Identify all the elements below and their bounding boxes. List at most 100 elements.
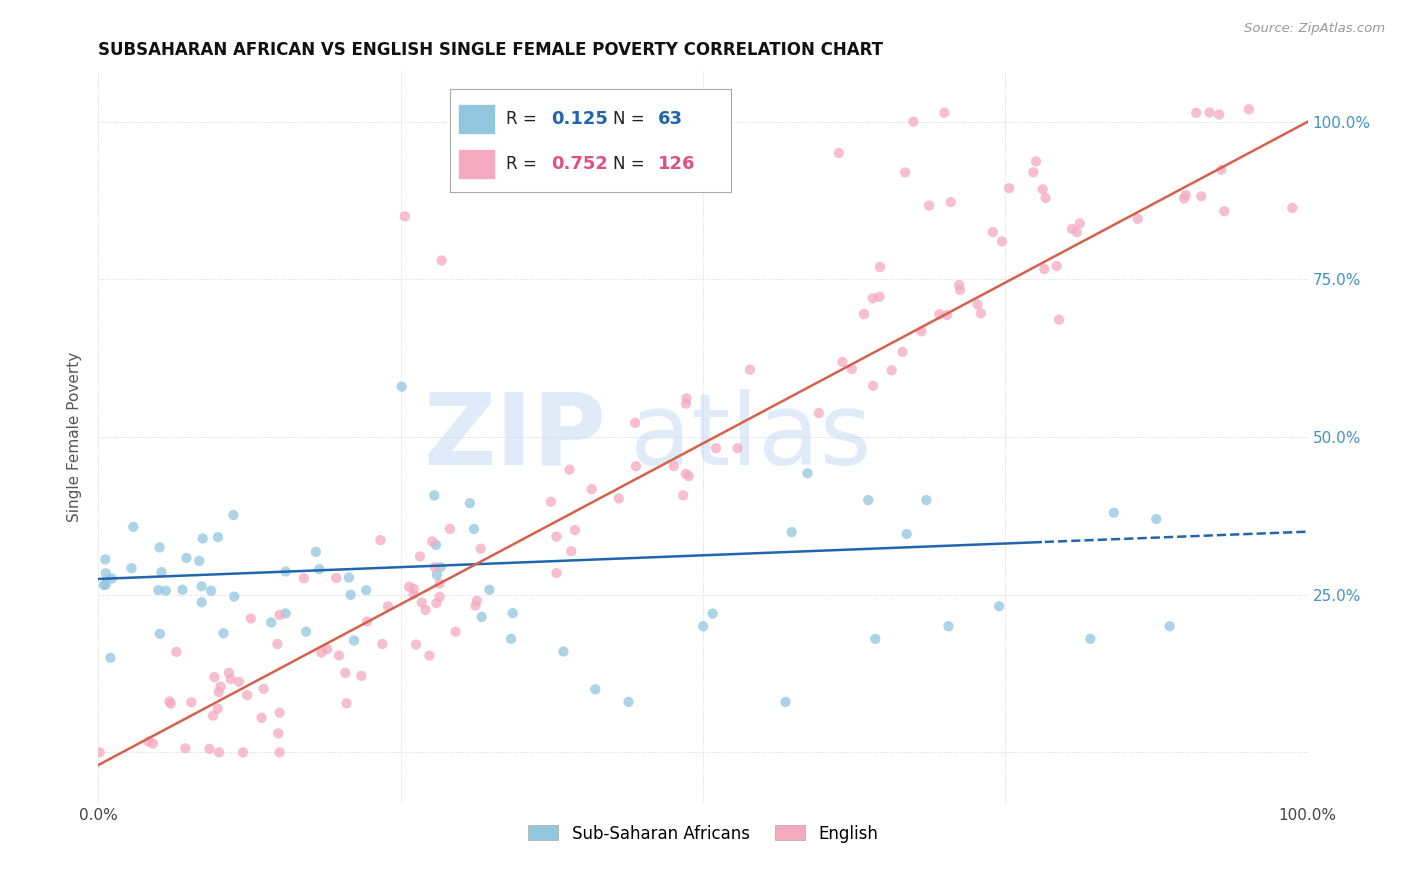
Point bbox=[266, 637, 288, 651]
Point bbox=[672, 488, 695, 502]
Point bbox=[335, 696, 357, 710]
Point bbox=[295, 624, 318, 639]
Text: R =: R = bbox=[506, 110, 543, 128]
Point bbox=[1069, 216, 1091, 230]
Point bbox=[292, 571, 315, 585]
Point bbox=[966, 297, 988, 311]
Point bbox=[425, 596, 447, 610]
Point bbox=[394, 210, 416, 224]
Point bbox=[260, 615, 283, 630]
Point bbox=[796, 467, 818, 481]
Point bbox=[218, 665, 240, 680]
Point bbox=[692, 619, 714, 633]
Point bbox=[828, 146, 851, 161]
Point bbox=[540, 494, 562, 508]
Point bbox=[583, 682, 606, 697]
Point bbox=[190, 579, 212, 593]
Point bbox=[891, 344, 914, 359]
Point bbox=[423, 560, 446, 574]
Point bbox=[675, 392, 697, 406]
Point bbox=[1237, 102, 1260, 116]
Text: ZIP: ZIP bbox=[423, 389, 606, 485]
Point bbox=[560, 544, 582, 558]
Point bbox=[208, 745, 231, 759]
Point bbox=[1046, 259, 1069, 273]
Point bbox=[212, 626, 235, 640]
Text: atlas: atlas bbox=[630, 389, 872, 485]
Point bbox=[1159, 619, 1181, 633]
Point bbox=[415, 603, 437, 617]
Point bbox=[1078, 632, 1101, 646]
Point bbox=[356, 615, 378, 629]
Point bbox=[1281, 201, 1303, 215]
Point bbox=[228, 674, 250, 689]
Point bbox=[93, 578, 115, 592]
Point bbox=[398, 580, 420, 594]
Point bbox=[198, 742, 221, 756]
Point bbox=[1126, 211, 1149, 226]
Point bbox=[1060, 222, 1083, 236]
Point bbox=[1066, 225, 1088, 239]
Point bbox=[430, 253, 453, 268]
Point bbox=[928, 307, 950, 321]
Point bbox=[738, 362, 761, 376]
Point bbox=[429, 560, 451, 574]
Point bbox=[335, 665, 357, 680]
Point bbox=[411, 595, 433, 609]
Point bbox=[1173, 192, 1195, 206]
Point bbox=[675, 397, 697, 411]
Point bbox=[939, 195, 962, 210]
Point bbox=[1022, 165, 1045, 179]
Text: 0.752: 0.752 bbox=[551, 155, 607, 173]
Point bbox=[159, 697, 181, 711]
Point bbox=[180, 695, 202, 709]
Point bbox=[155, 583, 177, 598]
Point bbox=[420, 534, 443, 549]
Point bbox=[553, 644, 575, 658]
Point bbox=[269, 607, 291, 622]
Point bbox=[1025, 154, 1047, 169]
Point bbox=[339, 588, 361, 602]
Point bbox=[337, 571, 360, 585]
Point bbox=[391, 379, 413, 393]
Point bbox=[938, 619, 960, 633]
Point bbox=[94, 577, 117, 591]
Point bbox=[269, 706, 291, 720]
Point bbox=[402, 587, 425, 601]
Text: SUBSAHARAN AFRICAN VS ENGLISH SINGLE FEMALE POVERTY CORRELATION CHART: SUBSAHARAN AFRICAN VS ENGLISH SINGLE FEM… bbox=[98, 41, 883, 59]
Point bbox=[253, 681, 276, 696]
Point bbox=[207, 702, 229, 716]
Point bbox=[1174, 188, 1197, 202]
Point bbox=[564, 523, 586, 537]
Text: 0.125: 0.125 bbox=[551, 110, 607, 128]
Point bbox=[305, 545, 328, 559]
Point bbox=[371, 637, 394, 651]
Point bbox=[880, 363, 903, 377]
Point bbox=[308, 562, 330, 576]
Point bbox=[949, 283, 972, 297]
Point bbox=[464, 599, 486, 613]
Point bbox=[807, 406, 830, 420]
Point bbox=[1102, 506, 1125, 520]
Point bbox=[191, 532, 214, 546]
Point bbox=[991, 235, 1014, 249]
Point bbox=[174, 741, 197, 756]
Point bbox=[1185, 106, 1208, 120]
Point bbox=[546, 530, 568, 544]
Point bbox=[841, 362, 863, 376]
Point bbox=[250, 711, 273, 725]
Point bbox=[853, 307, 876, 321]
Point bbox=[470, 541, 492, 556]
Point bbox=[172, 582, 194, 597]
Point bbox=[426, 567, 449, 582]
Point bbox=[704, 441, 727, 455]
Point bbox=[463, 522, 485, 536]
Point bbox=[188, 554, 211, 568]
Point bbox=[869, 260, 891, 274]
Point bbox=[236, 688, 259, 702]
Y-axis label: Single Female Poverty: Single Female Poverty bbox=[67, 352, 83, 522]
Point bbox=[89, 745, 111, 759]
Point bbox=[429, 590, 451, 604]
Point bbox=[910, 324, 932, 338]
Point bbox=[727, 441, 749, 455]
